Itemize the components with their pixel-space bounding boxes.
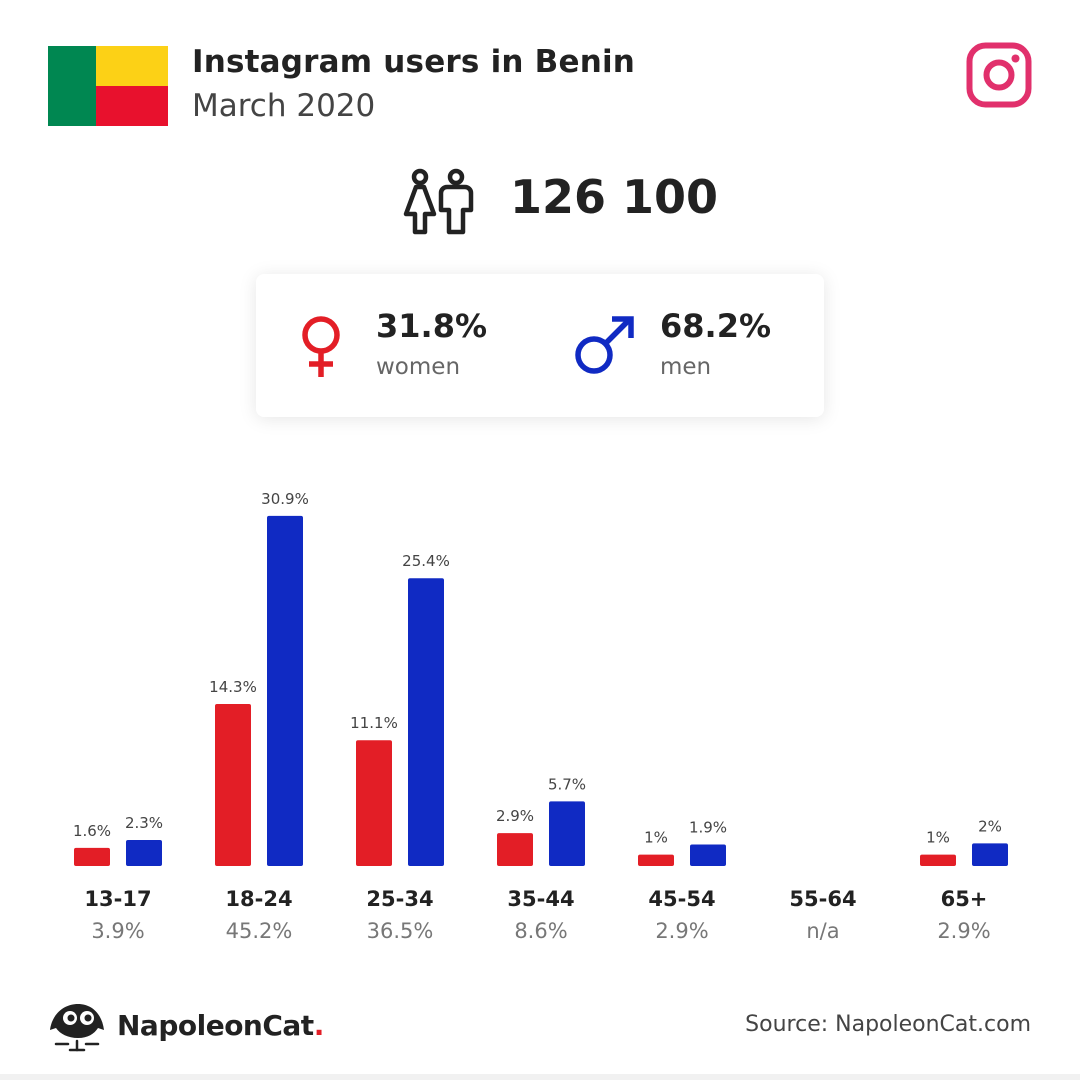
age-group-total: 36.5% <box>367 919 434 943</box>
page-subtitle: March 2020 <box>192 88 376 124</box>
gender-split-card <box>256 274 824 417</box>
male-symbol-icon <box>575 316 634 374</box>
bar-men-13-17 <box>126 839 162 866</box>
bar-men-25-34 <box>408 578 444 866</box>
bar-value-label: 11.1% <box>350 714 398 732</box>
bar-women-25-34 <box>356 740 392 866</box>
age-group-label: 35-44 <box>507 887 574 911</box>
bar-value-label: 1.9% <box>689 818 727 836</box>
age-gender-bar-chart: 1.6% 2.3% 13-17 3.9% 14.3% 30.9% 18-24 45.2% 11.… <box>73 490 1008 943</box>
bar-value-label: 5.7% <box>548 775 586 793</box>
bar-value-label: 2.9% <box>496 807 534 825</box>
female-symbol-icon <box>302 316 340 377</box>
bar-value-label: 25.4% <box>402 552 450 570</box>
bar-women-65+ <box>920 854 956 866</box>
bar-value-label: 2% <box>978 817 1002 835</box>
age-group-label: 55-64 <box>789 887 856 911</box>
bar-value-label: 2.3% <box>125 814 163 832</box>
age-group-total: 2.9% <box>655 919 708 943</box>
age-group-total: 45.2% <box>226 919 293 943</box>
age-group-label: 13-17 <box>84 887 151 911</box>
benin-flag-icon <box>48 46 168 126</box>
source-note: Source: NapoleonCat.com <box>745 1012 1031 1037</box>
instagram-logo-icon <box>966 42 1032 108</box>
users-icon <box>403 168 474 235</box>
bar-men-65+ <box>972 843 1008 866</box>
bar-women-35-44 <box>497 833 533 866</box>
bar-value-label: 1.6% <box>73 822 111 840</box>
women-label: women <box>376 354 461 380</box>
men-label: men <box>660 354 712 380</box>
bar-women-13-17 <box>74 847 110 866</box>
age-group-label: 25-34 <box>366 887 433 911</box>
bar-value-label: 30.9% <box>261 490 309 508</box>
bar-value-label: 1% <box>926 829 950 847</box>
bar-men-18-24 <box>267 515 303 866</box>
brand-name: NapoleonCat. <box>117 1009 324 1042</box>
age-group-label: 45-54 <box>648 887 715 911</box>
age-group-label: 65+ <box>941 887 988 911</box>
men-percentage: 68.2% <box>660 307 772 345</box>
bar-women-18-24 <box>215 703 251 866</box>
bar-value-label: 1% <box>644 829 668 847</box>
age-group-total: 2.9% <box>937 919 990 943</box>
age-group-total: n/a <box>806 919 839 943</box>
age-group-label: 18-24 <box>225 887 292 911</box>
page-title: Instagram users in Benin <box>192 44 636 80</box>
bar-men-45-54 <box>690 844 726 866</box>
bar-value-label: 14.3% <box>209 678 257 696</box>
women-percentage: 31.8% <box>376 307 488 345</box>
bar-women-45-54 <box>638 854 674 866</box>
age-group-total: 3.9% <box>91 919 144 943</box>
bar-men-35-44 <box>549 801 585 866</box>
bottom-divider <box>0 1074 1080 1080</box>
total-users-count: 126 100 <box>510 170 719 224</box>
age-group-total: 8.6% <box>514 919 567 943</box>
napoleoncat-logo-icon <box>50 1004 104 1052</box>
